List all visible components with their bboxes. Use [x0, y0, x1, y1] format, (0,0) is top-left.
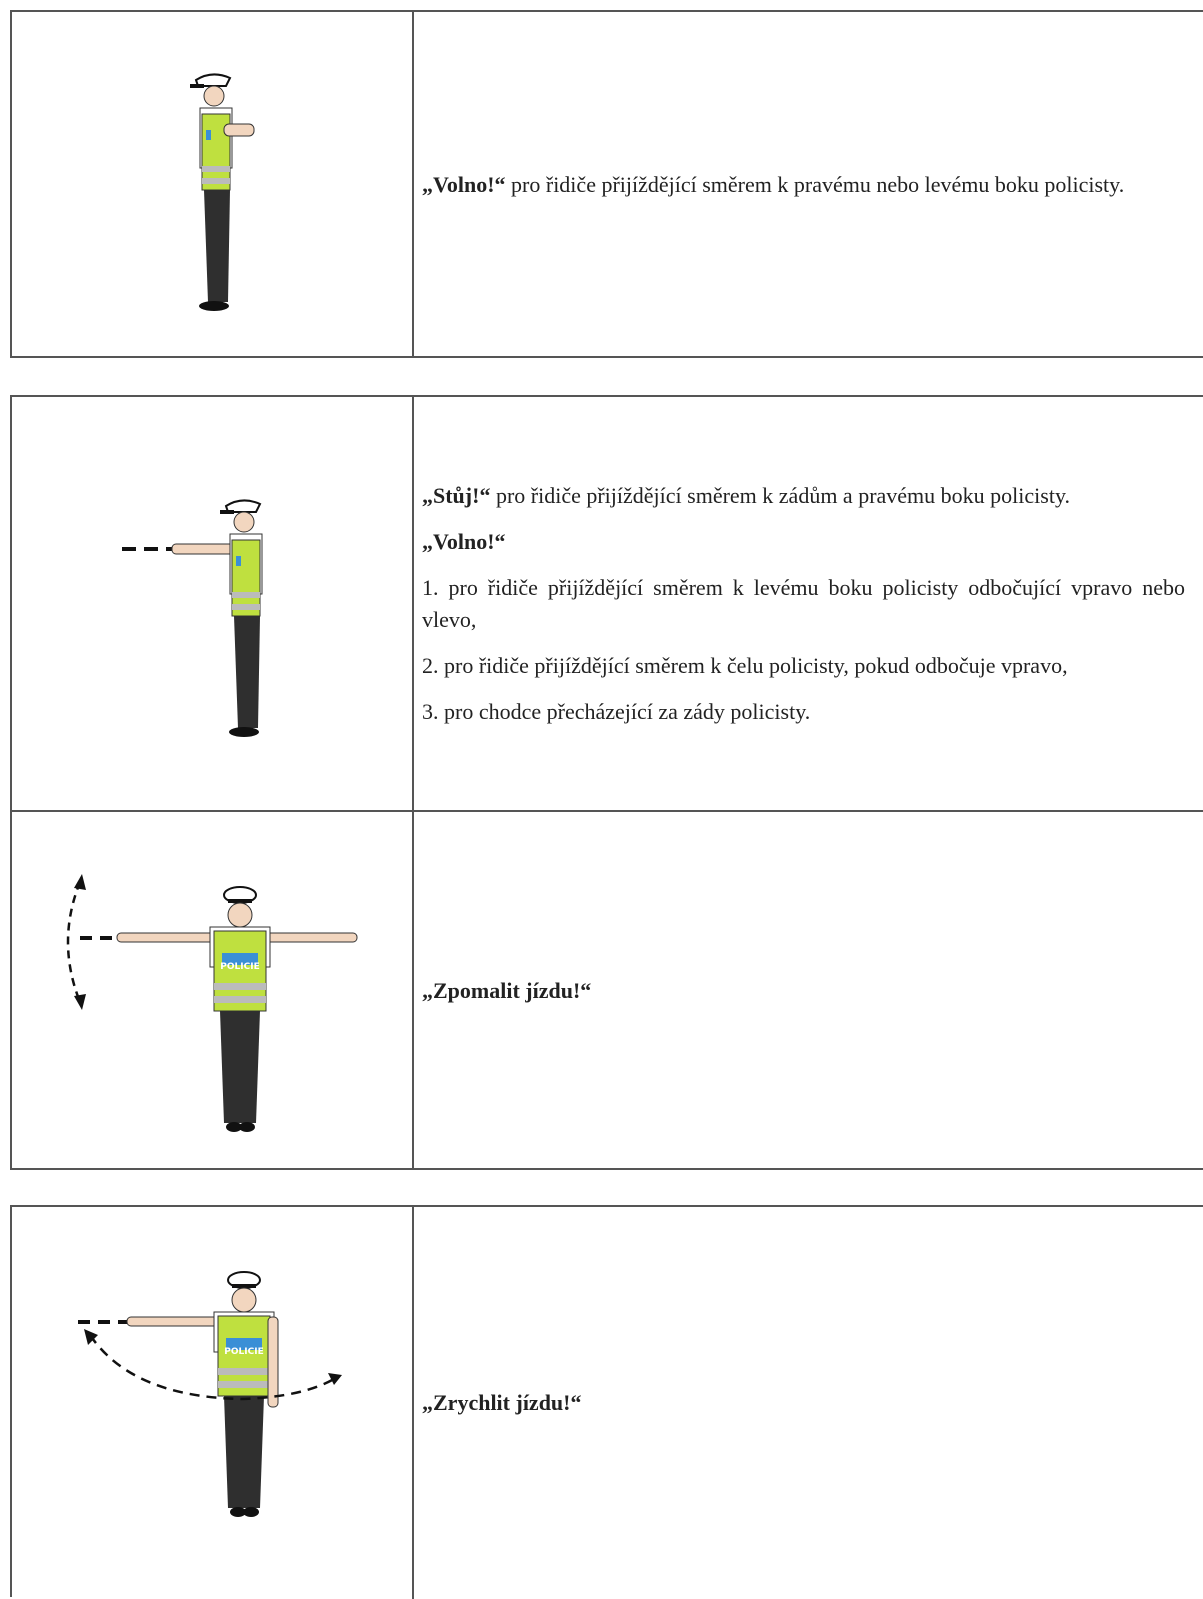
- paragraph: „Zrychlit jízdu!“: [422, 1387, 1185, 1419]
- paragraph: „Zpomalit jízdu!“: [422, 975, 1185, 1007]
- text-cell: „Zpomalit jízdu!“: [414, 812, 1203, 1170]
- table-row: POLICIE „Zrychlit jízdu!“: [12, 1207, 1203, 1599]
- paragraph-text: 3. pro chodce přecházející za zády polic…: [422, 698, 811, 724]
- table: POLICIE „Zrychlit jízdu!“: [10, 1205, 1203, 1599]
- illustration-cell: [12, 12, 414, 358]
- table-row: POLICIE „Zpomalit jízdu!“: [12, 810, 1203, 1170]
- bold-lead: „Zpomalit jízdu!“: [422, 978, 592, 1003]
- table: „Volno!“ pro řidiče přijíždějící směrem k…: [10, 10, 1203, 358]
- paragraph-text: pro řidiče přijíždějící směrem k pravému…: [511, 172, 1125, 197]
- bold-lead: „Zrychlit jízdu!“: [422, 1390, 582, 1415]
- table: „Stůj!“ pro řidiče přijíždějící směrem k …: [10, 395, 1203, 1170]
- paragraph-text: 1. pro řidiče přijíždějící směrem k levé…: [422, 574, 1185, 632]
- illustration: POLICIE: [66, 874, 358, 1133]
- illustration-cell: [12, 397, 414, 810]
- bold-lead: „Volno!“: [422, 172, 506, 197]
- bold-lead: „Stůj!“: [422, 482, 491, 508]
- illustration: POLICIE: [78, 1271, 342, 1518]
- vest-label: POLICIE: [224, 1347, 263, 1357]
- paragraph: „Volno!“ pro řidiče přijíždějící směrem k…: [422, 169, 1185, 201]
- vest-label: POLICIE: [220, 962, 259, 972]
- bold-lead: „Volno!“: [422, 528, 506, 554]
- text-cell: „Zrychlit jízdu!“: [414, 1207, 1203, 1599]
- paragraph: 1. pro řidiče přijíždějící směrem k levé…: [422, 572, 1185, 636]
- illustration: [122, 499, 263, 738]
- paragraph: „Stůj!“ pro řidiče přijíždějící směrem k …: [422, 480, 1185, 512]
- paragraph: 3. pro chodce přecházející za zády polic…: [422, 696, 1185, 728]
- table-row: „Stůj!“ pro řidiče přijíždějící směrem k …: [12, 397, 1203, 810]
- paragraph-text: pro řidiče přijíždějící směrem k zádům a…: [495, 482, 1071, 508]
- text-cell: „Stůj!“ pro řidiče přijíždějící směrem k …: [414, 397, 1203, 810]
- illustration-cell: POLICIE: [12, 1207, 414, 1599]
- illustration-cell: POLICIE: [12, 812, 414, 1170]
- illustration: [189, 73, 255, 312]
- paragraph: „Volno!“: [422, 526, 1185, 558]
- paragraph-text: 2. pro řidiče přijíždějící směrem k čelu…: [422, 652, 1068, 678]
- paragraph: 2. pro řidiče přijíždějící směrem k čelu…: [422, 650, 1185, 682]
- text-cell: „Volno!“ pro řidiče přijíždějící směrem k…: [414, 12, 1203, 358]
- table-row: „Volno!“ pro řidiče přijíždějící směrem k…: [12, 12, 1203, 358]
